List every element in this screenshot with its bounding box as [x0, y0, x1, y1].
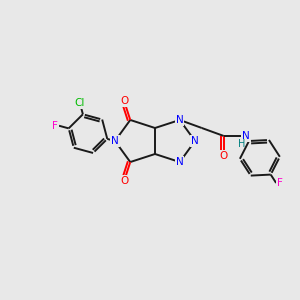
Text: F: F	[52, 121, 58, 131]
Text: F: F	[277, 178, 283, 188]
Text: N: N	[191, 136, 199, 146]
Text: O: O	[120, 176, 128, 186]
Text: H: H	[238, 139, 245, 149]
Text: O: O	[220, 151, 228, 161]
Text: N: N	[176, 115, 184, 125]
Text: N: N	[111, 136, 119, 146]
Text: O: O	[120, 96, 128, 106]
Text: Cl: Cl	[75, 98, 85, 108]
Text: N: N	[242, 131, 250, 141]
Text: N: N	[176, 157, 184, 167]
